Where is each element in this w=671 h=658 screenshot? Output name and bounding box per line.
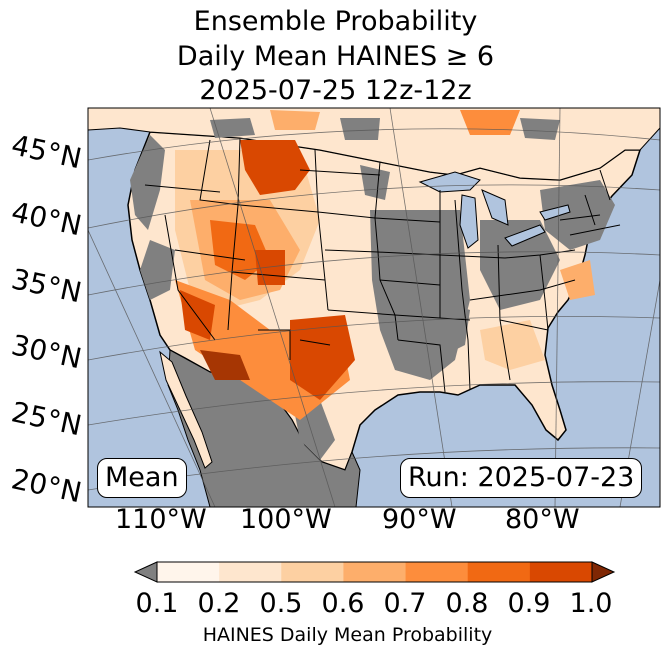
- colorbar-bin: [281, 562, 344, 582]
- colorbar-tick: 0.8: [445, 588, 489, 619]
- colorbar-frame: [156, 561, 593, 583]
- lon-label-80: 80°W: [505, 504, 580, 535]
- run-date-box: Run: 2025-07-23: [400, 458, 643, 498]
- colorbar-under-arrow: [133, 561, 158, 583]
- colorbar-bin: [405, 562, 469, 582]
- colorbar-bin: [467, 562, 531, 582]
- colorbar-tick: 0.5: [259, 588, 303, 619]
- below-threshold-regions: [130, 118, 615, 490]
- state-boundaries: [144, 137, 621, 393]
- great-lakes: [418, 171, 571, 249]
- colorbar-over-arrow: [591, 561, 616, 583]
- colorbar-bin: [529, 562, 593, 582]
- colorbar-tick: 0.7: [383, 588, 427, 619]
- lon-label-100: 100°W: [240, 504, 332, 535]
- title-line-3: 2025-07-25 12z-12z: [199, 75, 472, 106]
- colorbar-bin: [219, 562, 282, 582]
- colorbar-tick: 0.1: [135, 588, 179, 619]
- map-frame: [87, 107, 661, 508]
- colorbar: [133, 561, 616, 583]
- colorbar-bin: [157, 562, 220, 582]
- colorbar-tick: 0.6: [321, 588, 365, 619]
- colorbar-tick: 1.0: [569, 588, 613, 619]
- probability-shading: [175, 110, 595, 420]
- colorbar-bin: [343, 562, 407, 582]
- colorbar-tick: 0.2: [197, 588, 241, 619]
- mean-label-box: Mean: [97, 458, 187, 498]
- lon-label-110: 110°W: [115, 504, 207, 535]
- title-line-1: Ensemble Probability: [193, 6, 478, 37]
- colorbar-title: HAINES Daily Mean Probability: [202, 624, 493, 646]
- title-line-2: Daily Mean HAINES ≥ 6: [176, 41, 495, 72]
- colorbar-tick: 0.9: [507, 588, 551, 619]
- lon-label-90: 90°W: [382, 504, 457, 535]
